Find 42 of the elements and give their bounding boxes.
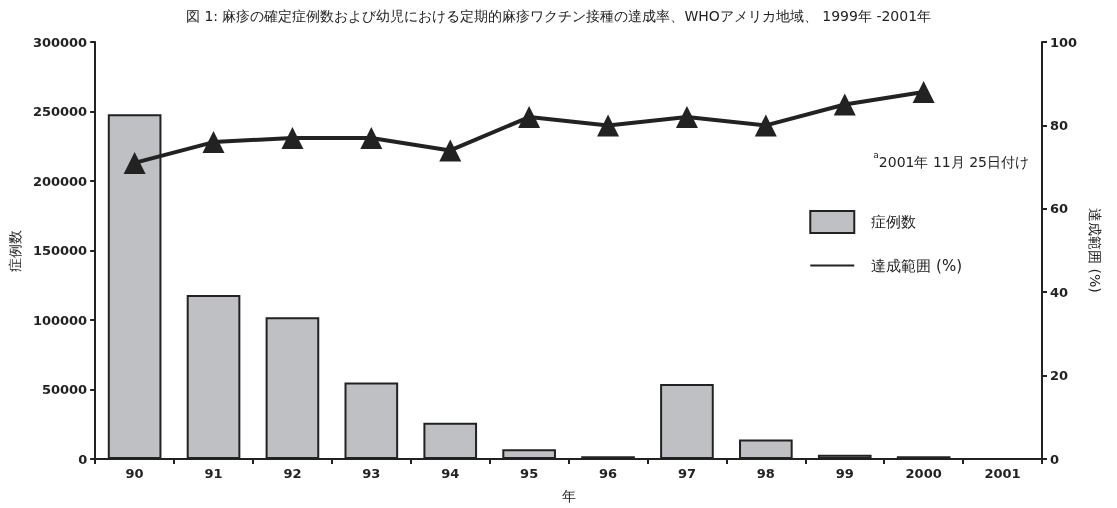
y2-axis-title: 達成範囲 (%) [1087,208,1104,293]
y-tick-label: 150000 [32,243,88,258]
x-tick-label: 93 [362,466,381,481]
x-tick-label: 2001 [984,466,1021,481]
point [518,106,541,129]
x-tick-label: 94 [441,466,460,481]
x-tick-label: 97 [677,466,696,481]
point [123,151,146,174]
y-tick-label: 100000 [32,312,88,328]
point [202,131,225,154]
x-tick-label: 96 [598,466,618,481]
legend-label: 症例数 [871,213,917,231]
x-tick-label: 99 [835,466,854,481]
y-tick-label: 250000 [32,104,88,119]
x-tick-label: 92 [283,466,302,481]
x-tick-label: 90 [125,466,144,481]
point [281,126,304,149]
y-tick-label: 300000 [32,34,88,50]
x-axis-title: 年 [561,488,576,504]
y2-tick-label: 60 [1050,201,1069,217]
y2-tick-label: 20 [1050,368,1069,384]
x-tick-label: 95 [520,466,539,481]
point [597,114,620,137]
legend-label: 達成範囲 (%) [871,256,963,275]
y2-tick-label: 0 [1050,451,1060,467]
y2-tick-label: 100 [1050,34,1078,50]
y-tick-label: 50000 [41,382,88,397]
y-tick-label: 0 [78,451,88,467]
y-axis-title: 症例数 [7,229,23,272]
point [912,81,935,104]
x-tick-label: 91 [204,466,223,481]
point [833,93,856,116]
point [439,139,462,162]
y2-tick-label: 80 [1050,117,1069,133]
y2-tick-label: 40 [1050,284,1069,300]
point [754,114,777,137]
point [360,126,383,149]
y-tick-label: 200000 [32,173,88,189]
point [675,106,698,129]
chart-title: 図 1: 麻疹の確定症例数および幼児における定期的麻疹ワクチン接種の達成率、WHOアメリカ地域、 1999年 -2001年 [185,8,932,24]
x-tick-label: 2000 [905,466,942,481]
x-tick-label: 98 [756,466,775,481]
